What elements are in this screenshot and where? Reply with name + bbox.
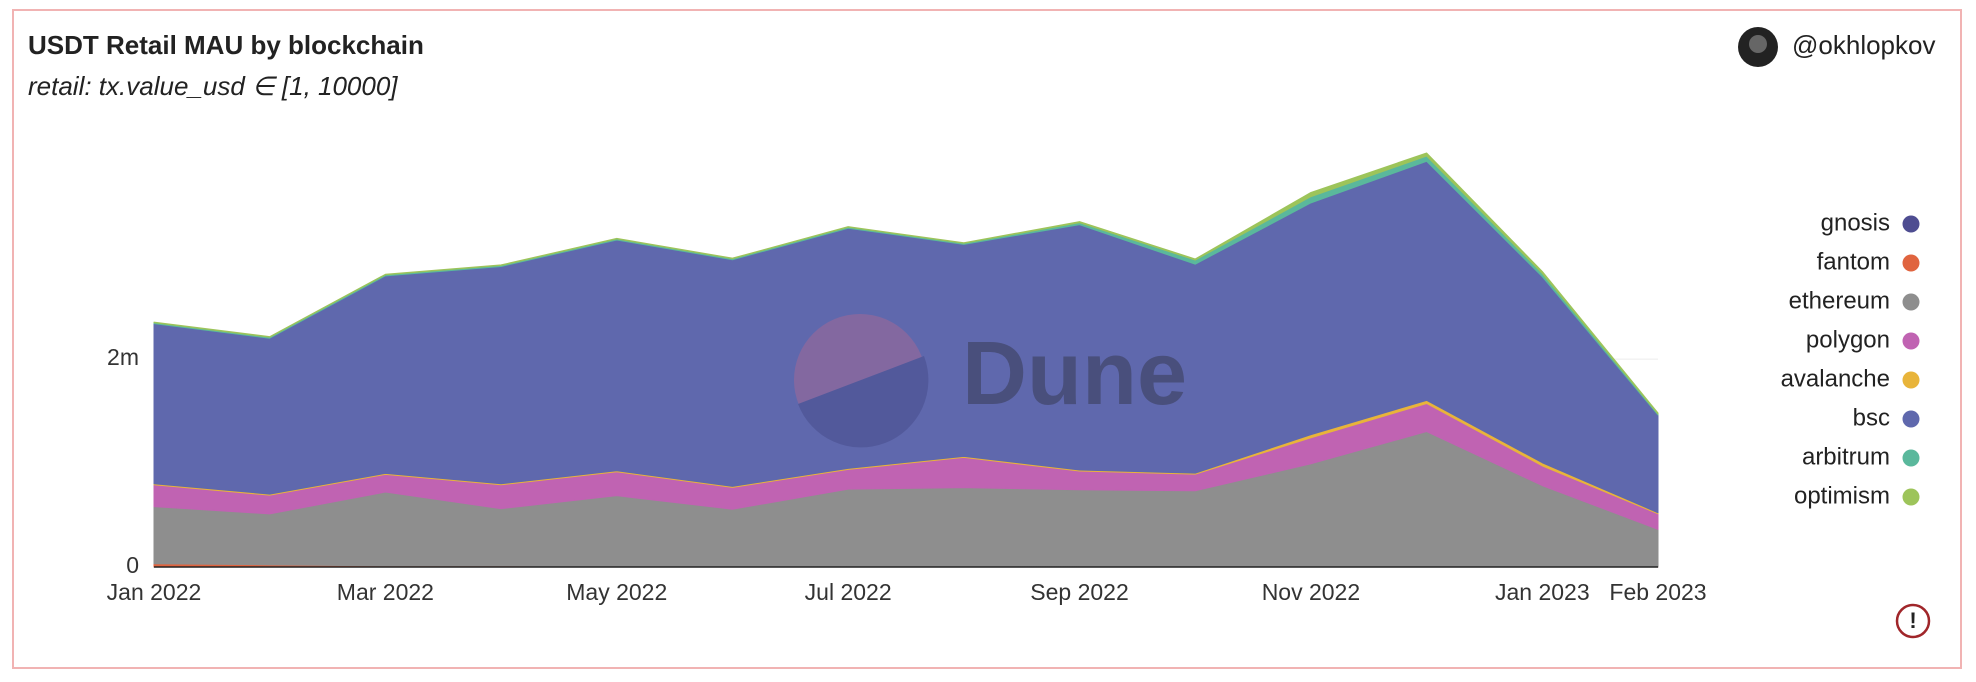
legend-swatch [1902, 488, 1920, 506]
x-tick-label: Jan 2023 [1495, 579, 1590, 605]
author[interactable]: @okhlopkov [1792, 30, 1935, 60]
x-tick-label: Nov 2022 [1262, 579, 1360, 605]
legend-label: optimism [1794, 482, 1890, 509]
legend-label: ethereum [1789, 287, 1890, 314]
legend-label: fantom [1817, 248, 1890, 275]
chart-subtitle: retail: tx.value_usd ∈ [1, 10000] [28, 71, 398, 101]
y-tick-label: 2m [107, 344, 139, 370]
watermark-logo-half [798, 356, 929, 448]
avatar-face [1749, 35, 1767, 53]
alert-icon[interactable] [1895, 603, 1931, 639]
legend-label: gnosis [1821, 209, 1890, 236]
x-tick-label: Jul 2022 [805, 579, 892, 605]
watermark-text: Dune [962, 324, 1187, 424]
x-tick-label: Sep 2022 [1030, 579, 1128, 605]
legend-swatch [1902, 332, 1920, 350]
x-tick-label: Jan 2022 [107, 579, 202, 605]
chart-title: USDT Retail MAU by blockchain [28, 30, 424, 60]
legend-label: avalanche [1781, 365, 1890, 392]
watermark: Dune [794, 314, 1187, 448]
x-tick-label: Feb 2023 [1609, 579, 1706, 605]
legend-label: polygon [1806, 326, 1890, 353]
legend-swatch [1902, 254, 1920, 272]
x-tick-label: Mar 2022 [337, 579, 434, 605]
y-tick-label: 0 [126, 552, 139, 578]
legend-swatch [1902, 215, 1920, 233]
plot: 0 2m Jan 2022 Mar 2022 May 2022 Jul 2022 Sep 2… [107, 152, 1707, 605]
legend-label: arbitrum [1802, 443, 1890, 470]
alert-mark: ! [1909, 608, 1916, 633]
legend-swatch [1902, 410, 1920, 428]
legend-swatch [1902, 371, 1920, 389]
legend-swatch [1902, 449, 1920, 467]
area-optimism [153, 152, 1659, 415]
legend-swatch [1902, 293, 1920, 311]
legend-label: bsc [1853, 404, 1890, 431]
x-tick-label: May 2022 [566, 579, 667, 605]
watermark-logo [794, 314, 926, 446]
